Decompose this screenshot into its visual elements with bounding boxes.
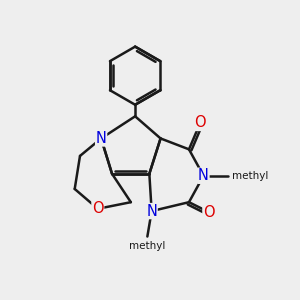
Text: N: N (96, 131, 106, 146)
Text: O: O (194, 116, 206, 130)
Text: O: O (92, 201, 103, 216)
Text: methyl: methyl (129, 242, 166, 251)
Text: O: O (203, 205, 214, 220)
Text: N: N (198, 168, 209, 183)
Text: N: N (146, 204, 157, 219)
Text: methyl: methyl (232, 171, 268, 181)
